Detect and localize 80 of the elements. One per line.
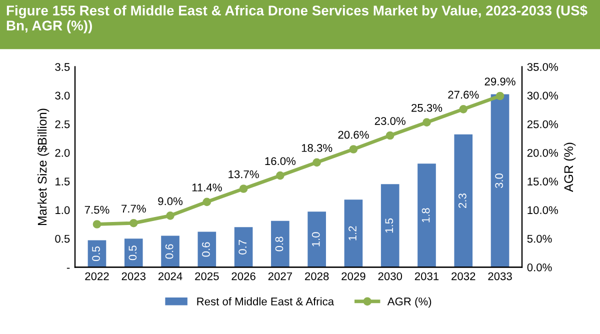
y-tick-label: 0.5 [55,234,70,243]
data-label: 9.0% [158,197,183,206]
bar [380,184,400,268]
y2-tick-label: 5.0% [527,234,552,243]
data-label: 1.8 [422,208,430,222]
y-tick-label: 1.0 [56,206,70,214]
data-label: 0.6 [165,244,174,259]
y-axis-title: Market Size ($Billion) [37,108,50,226]
point [239,184,248,193]
data-label: 11.4% [192,184,222,192]
data-label: 0.5 [92,246,100,262]
y-tick-label: 3.5 [55,63,70,71]
data-label: 0.7 [238,240,247,254]
y-tick-label: 2.5 [55,120,70,128]
legend-label: Rest of Middle East & Africa [197,297,334,306]
point [129,218,138,228]
x-tick-label: 2024 [158,272,182,280]
bar [308,212,326,268]
x-tick-label: 2032 [452,272,476,280]
y2-tick-label: 15.0% [528,178,558,186]
point [92,220,102,228]
bar [271,220,290,268]
data-label: 16.0% [265,157,296,166]
legend-label: AGR (%) [387,297,432,308]
bar [161,236,180,268]
bar [124,238,143,268]
y2-tick-label: 25.0% [527,120,558,128]
y2-axis-title: AGR (%) [564,142,576,192]
bar [234,227,253,268]
bar [454,134,473,268]
point [422,118,431,127]
y-tick-label: 1.5 [56,178,70,186]
x-tick-label: 2029 [342,272,366,280]
point [312,158,321,167]
bar [490,94,510,268]
data-label: 0.6 [202,242,210,257]
data-label: 1.0 [312,232,320,246]
data-label: 13.7% [228,170,259,178]
x-tick-label: 2028 [305,272,329,280]
data-label: 0.5 [128,246,137,260]
y2-tick-label: 0.0% [527,263,552,272]
y2-tick-label: 35.0% [527,63,558,71]
x-tick-label: 2027 [268,272,292,280]
x-tick-label: 2022 [85,272,109,280]
data-label: 3.0 [495,173,503,188]
y-tick-label: 3.0 [55,92,70,100]
point [202,198,212,206]
x-tick-label: 2030 [378,272,402,280]
data-label: 20.6% [338,130,369,139]
x-tick-label: 2031 [414,272,439,280]
data-label: 7.5% [84,206,110,214]
x-tick-label: 2033 [488,272,512,280]
y2-tick-label: 30.0% [527,92,558,100]
y2-tick-label: 20.0% [527,148,558,157]
x-tick-label: 2026 [232,272,256,280]
point [386,131,394,140]
data-label: 1.2 [348,226,356,240]
point [459,105,468,114]
data-label: 7.7% [122,204,146,213]
y-tick-label: 2.0 [55,148,70,157]
x-tick-label: 2023 [122,272,146,280]
data-label: 1.5 [385,218,394,233]
data-label: 0.8 [275,236,284,252]
data-label: 29.9% [484,78,516,86]
data-label: 27.6% [448,90,479,99]
data-label: 23.0% [374,117,406,125]
x-tick-label: 2025 [195,272,219,280]
point [349,145,358,154]
point [166,212,174,220]
y2-tick-label: 10.0% [528,206,558,214]
bar [418,164,436,268]
bar [344,200,363,268]
y-tick-label: - [66,268,70,269]
data-label: 18.3% [302,144,332,152]
chart-title: Figure 155 Rest of Middle East & Africa Drone Services Market by Value, 2023-2033 (US$ Bn, AGR (%)) [6,5,588,34]
point [276,171,284,180]
point [496,92,504,100]
bar [198,232,216,268]
data-label: 2.3 [458,194,466,208]
data-label: 25.3% [412,104,442,112]
